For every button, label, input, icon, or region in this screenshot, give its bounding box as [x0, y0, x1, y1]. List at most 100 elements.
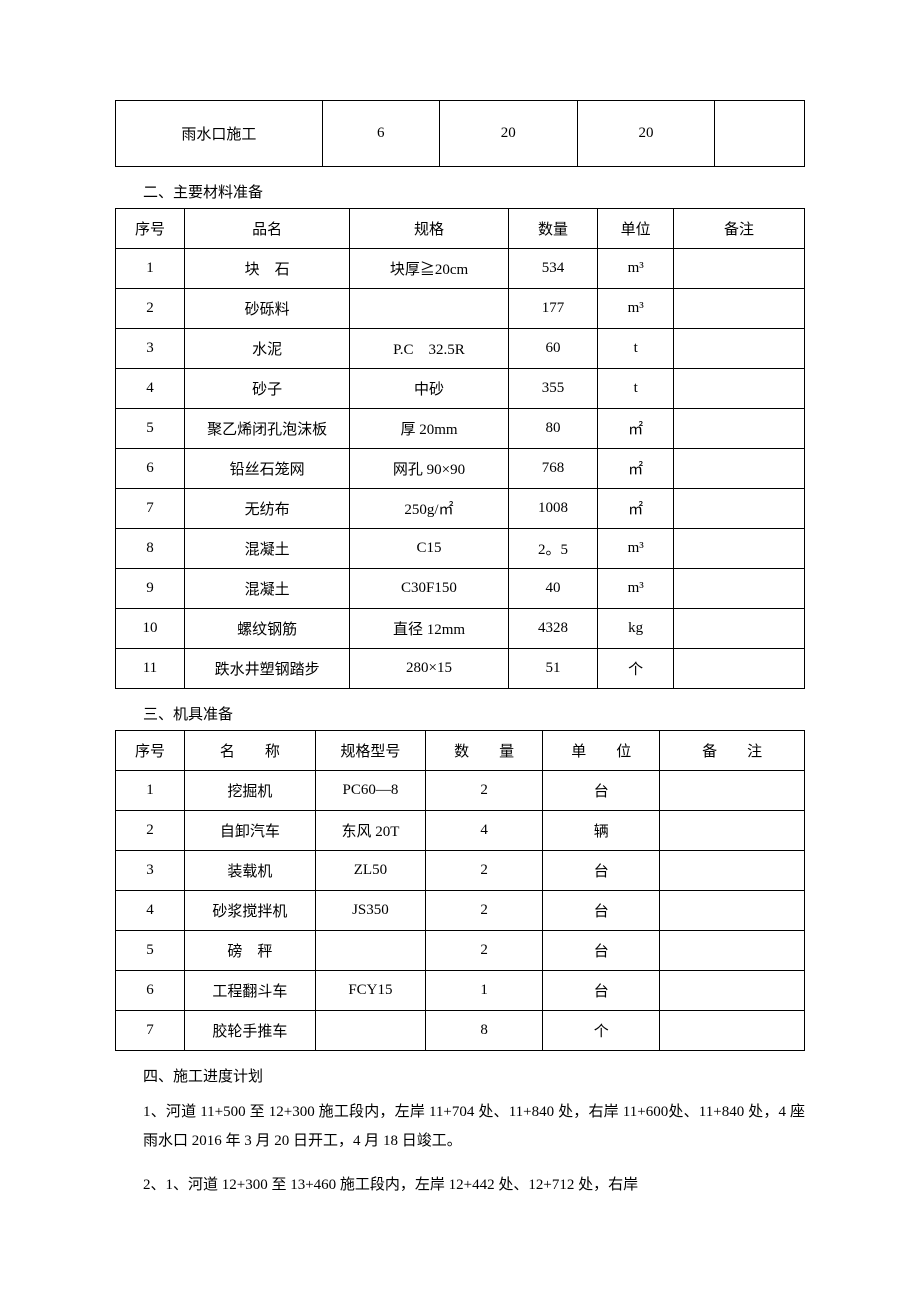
cell: JS350 — [315, 891, 425, 931]
cell: 水泥 — [184, 329, 349, 369]
cell: 5 — [116, 409, 185, 449]
table-row: 2 砂砾料 177 m³ — [116, 289, 805, 329]
cell — [674, 649, 805, 689]
cell: 砂浆搅拌机 — [184, 891, 315, 931]
cell: 东风 20T — [315, 811, 425, 851]
cell: 跌水井塑钢踏步 — [184, 649, 349, 689]
cell — [674, 529, 805, 569]
col-header: 序号 — [116, 209, 185, 249]
cell — [660, 891, 805, 931]
table-row: 5 聚乙烯闭孔泡沫板 厚 20mm 80 ㎡ — [116, 409, 805, 449]
cell: t — [598, 369, 674, 409]
col-header: 备 注 — [660, 731, 805, 771]
cell: t — [598, 329, 674, 369]
cell: 20 — [439, 101, 577, 167]
cell: 混凝土 — [184, 529, 349, 569]
cell: 挖掘机 — [184, 771, 315, 811]
cell: ㎡ — [598, 409, 674, 449]
materials-table: 序号 品名 规格 数量 单位 备注 1 块 石 块厚≧20cm 534 m³ 2… — [115, 208, 805, 689]
cell: 胶轮手推车 — [184, 1011, 315, 1051]
cell: 2 — [116, 811, 185, 851]
cell: kg — [598, 609, 674, 649]
cell — [674, 449, 805, 489]
cell: 3 — [116, 851, 185, 891]
table-row: 2 自卸汽车 东风 20T 4 辆 — [116, 811, 805, 851]
table-row: 雨水口施工 6 20 20 — [116, 101, 805, 167]
cell — [674, 249, 805, 289]
cell: 2 — [426, 931, 543, 971]
section-heading-equipment: 三、机具准备 — [115, 697, 805, 730]
col-header: 名 称 — [184, 731, 315, 771]
cell: 个 — [543, 1011, 660, 1051]
cell: 铅丝石笼网 — [184, 449, 349, 489]
cell: 768 — [508, 449, 598, 489]
cell: 10 — [116, 609, 185, 649]
table-row: 5 磅 秤 2 台 — [116, 931, 805, 971]
cell: 台 — [543, 971, 660, 1011]
cell: 40 — [508, 569, 598, 609]
cell: m³ — [598, 569, 674, 609]
section-heading-materials: 二、主要材料准备 — [115, 175, 805, 208]
table-row: 7 无纺布 250g/㎡ 1008 ㎡ — [116, 489, 805, 529]
cell: 534 — [508, 249, 598, 289]
cell: PC60—8 — [315, 771, 425, 811]
cell: 51 — [508, 649, 598, 689]
cell — [660, 811, 805, 851]
cell: 砂子 — [184, 369, 349, 409]
cell — [350, 289, 508, 329]
cell: 台 — [543, 891, 660, 931]
cell: 聚乙烯闭孔泡沫板 — [184, 409, 349, 449]
cell — [715, 101, 805, 167]
cell: 80 — [508, 409, 598, 449]
cell: m³ — [598, 289, 674, 329]
cell: 6 — [116, 971, 185, 1011]
cell: ㎡ — [598, 449, 674, 489]
cell: 4 — [116, 369, 185, 409]
equipment-table: 序号 名 称 规格型号 数 量 单 位 备 注 1 挖掘机 PC60—8 2 台… — [115, 730, 805, 1051]
table-row: 8 混凝土 C15 2。5 m³ — [116, 529, 805, 569]
cell — [660, 771, 805, 811]
col-header: 规格 — [350, 209, 508, 249]
cell: 4328 — [508, 609, 598, 649]
table-row: 6 工程翻斗车 FCY15 1 台 — [116, 971, 805, 1011]
table-row: 3 水泥 P.C 32.5R 60 t — [116, 329, 805, 369]
table-row: 4 砂浆搅拌机 JS350 2 台 — [116, 891, 805, 931]
cell: 厚 20mm — [350, 409, 508, 449]
col-header: 数量 — [508, 209, 598, 249]
table-row: 9 混凝土 C30F150 40 m³ — [116, 569, 805, 609]
cell: 磅 秤 — [184, 931, 315, 971]
table-row: 1 块 石 块厚≧20cm 534 m³ — [116, 249, 805, 289]
table-row: 1 挖掘机 PC60—8 2 台 — [116, 771, 805, 811]
cell: 装载机 — [184, 851, 315, 891]
cell: m³ — [598, 249, 674, 289]
cell — [674, 489, 805, 529]
col-header: 单 位 — [543, 731, 660, 771]
schedule-paragraph-1: 1、河道 11+500 至 12+300 施工段内，左岸 11+704 处、11… — [115, 1092, 805, 1165]
table-row: 7 胶轮手推车 8 个 — [116, 1011, 805, 1051]
cell: 中砂 — [350, 369, 508, 409]
cell: 11 — [116, 649, 185, 689]
cell: 自卸汽车 — [184, 811, 315, 851]
cell: 7 — [116, 1011, 185, 1051]
table-header-row: 序号 名 称 规格型号 数 量 单 位 备 注 — [116, 731, 805, 771]
cell: 混凝土 — [184, 569, 349, 609]
cell: P.C 32.5R — [350, 329, 508, 369]
table-row: 3 装载机 ZL50 2 台 — [116, 851, 805, 891]
cell: 个 — [598, 649, 674, 689]
cell: 5 — [116, 931, 185, 971]
cell: 无纺布 — [184, 489, 349, 529]
cell — [674, 409, 805, 449]
table-row: 6 铅丝石笼网 网孔 90×90 768 ㎡ — [116, 449, 805, 489]
cell: 2 — [426, 851, 543, 891]
cell: 台 — [543, 851, 660, 891]
cell: 2 — [116, 289, 185, 329]
cell: 7 — [116, 489, 185, 529]
cell: 2。5 — [508, 529, 598, 569]
table-row: 11 跌水井塑钢踏步 280×15 51 个 — [116, 649, 805, 689]
table-header-row: 序号 品名 规格 数量 单位 备注 — [116, 209, 805, 249]
schedule-paragraph-2: 2、1、河道 12+300 至 13+460 施工段内，左岸 12+442 处、… — [115, 1165, 805, 1210]
cell: 4 — [116, 891, 185, 931]
table-row: 4 砂子 中砂 355 t — [116, 369, 805, 409]
cell: FCY15 — [315, 971, 425, 1011]
cell: 8 — [426, 1011, 543, 1051]
